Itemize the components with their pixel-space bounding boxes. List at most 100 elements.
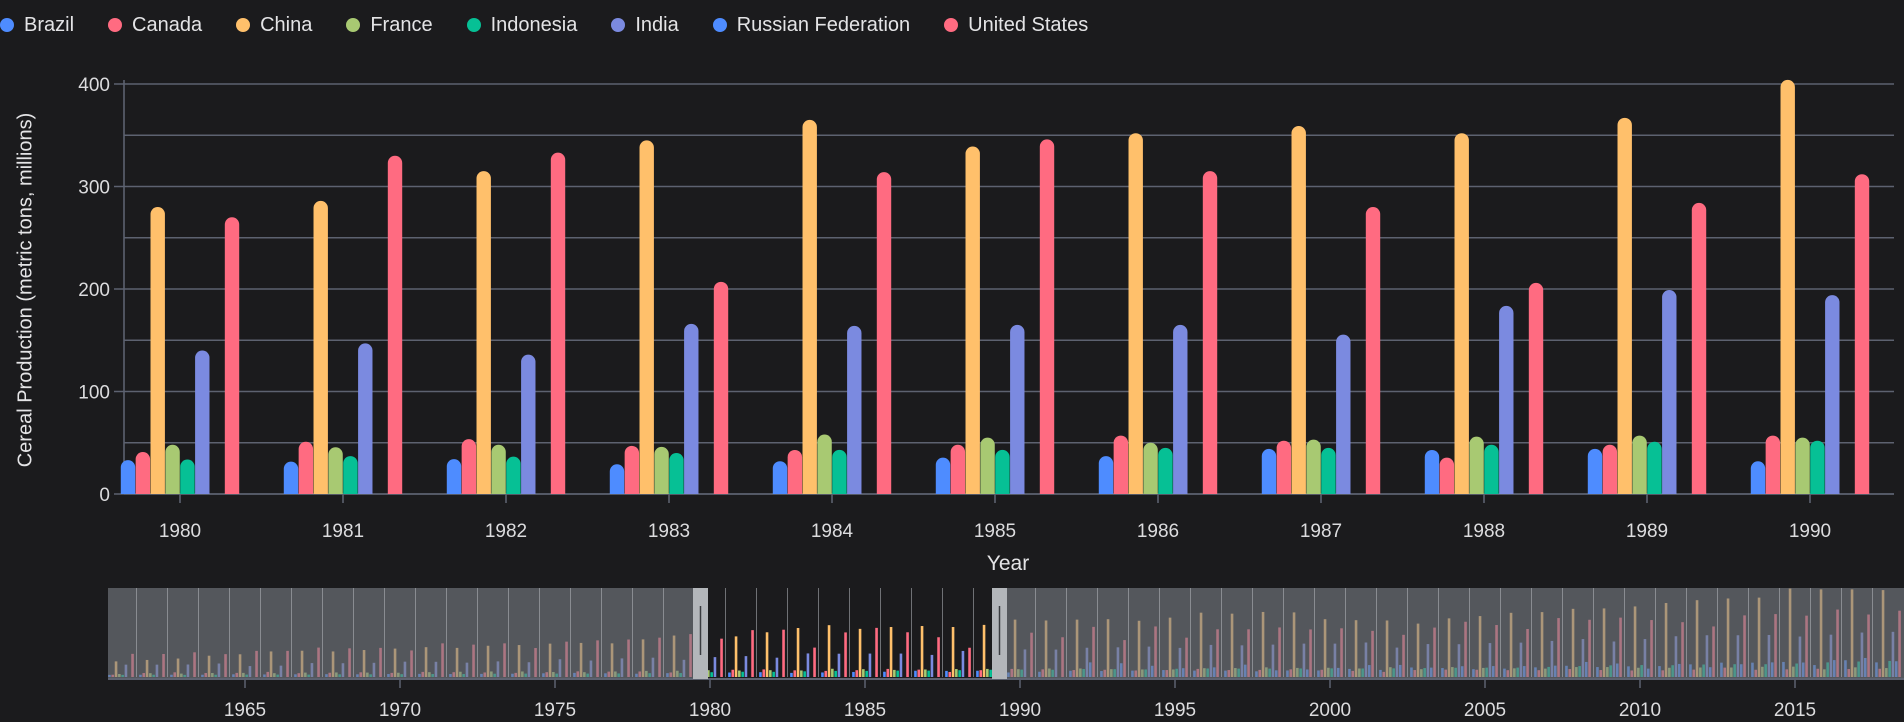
- navigator-bar: [968, 647, 971, 677]
- bar-india: [1662, 290, 1677, 494]
- legend-item[interactable]: United States: [944, 14, 1088, 37]
- navigator-bar: [710, 672, 713, 677]
- bar-brazil: [1750, 461, 1766, 494]
- bar-united-states: [224, 217, 240, 494]
- navigator-bar: [976, 670, 979, 677]
- navigator-bar: [889, 627, 893, 677]
- range-navigator[interactable]: 1965 1970 1975 1980 1985 1990 1995 2000 2005 2010…: [108, 588, 1904, 721]
- x-tick-label: 1987: [1300, 521, 1342, 542]
- bar-brazil: [935, 457, 951, 494]
- navigator-tick-label: 1970: [379, 700, 421, 721]
- navigator-bar: [827, 625, 831, 677]
- legend-dot-icon: [236, 18, 251, 32]
- x-axis-title: Year: [986, 552, 1030, 575]
- legend-dot-icon: [108, 18, 123, 32]
- navigator-bar: [728, 672, 731, 677]
- navigator-bar: [713, 657, 717, 677]
- bar-canada: [787, 449, 803, 494]
- legend-dot-icon: [611, 18, 626, 32]
- legend-item[interactable]: Indonesia: [466, 13, 578, 37]
- bar-united-states: [1365, 207, 1381, 494]
- bar-brazil: [1587, 448, 1603, 494]
- navigator-bar: [772, 671, 775, 677]
- bar-brazil: [1098, 456, 1114, 494]
- navigator-bar: [893, 669, 896, 677]
- navigator-bar: [862, 669, 865, 677]
- navigator-bar: [793, 670, 797, 677]
- navigator-bar: [920, 626, 924, 677]
- bar-france: [1632, 435, 1647, 494]
- navigator-mask-right: [1006, 588, 1904, 679]
- y-tick-label: 200: [78, 280, 110, 301]
- navigator-tick-label: 1980: [689, 700, 731, 721]
- legend-label: India: [635, 13, 679, 36]
- bar-france: [817, 434, 832, 494]
- bar-indonesia: [180, 459, 195, 494]
- bar-france: [491, 444, 506, 494]
- bar-canada: [298, 441, 314, 494]
- navigator-bar: [707, 670, 710, 677]
- legend-label: United States: [968, 13, 1089, 36]
- bar-china: [1291, 126, 1306, 494]
- navigator-tick-label: 2015: [1774, 700, 1816, 721]
- legend-label: Indonesia: [490, 13, 578, 36]
- navigator-bar: [852, 671, 855, 677]
- navigator-bar: [775, 657, 779, 677]
- legend-item[interactable]: India: [611, 13, 679, 37]
- bar-france: [1143, 442, 1158, 494]
- navigator-mask-left: [108, 588, 702, 679]
- navigator-bar: [958, 670, 961, 677]
- navigator-handle-right[interactable]: [992, 588, 1007, 679]
- legend-dot-icon: [712, 18, 727, 32]
- navigator-bar: [731, 669, 735, 677]
- bar-china: [313, 200, 328, 494]
- navigator-bar: [765, 632, 769, 677]
- legend-item[interactable]: China: [236, 14, 312, 37]
- bar-brazil: [120, 460, 136, 494]
- bar-canada: [950, 444, 966, 494]
- y-tick-label: 300: [78, 178, 110, 199]
- bar-china: [639, 140, 654, 494]
- chart-legend: Brazil Canada China France Indonesia India Rus…: [0, 12, 1088, 38]
- bar-india: [1010, 324, 1025, 494]
- navigator-bar: [961, 650, 965, 677]
- navigator-bar: [865, 670, 868, 677]
- legend-item[interactable]: Canada: [108, 14, 202, 37]
- navigator-bar: [844, 632, 847, 677]
- bar-india: [684, 323, 699, 494]
- bar-brazil: [283, 461, 299, 494]
- bar-indonesia: [995, 449, 1010, 494]
- navigator-bar: [834, 670, 837, 677]
- bar-india: [1825, 295, 1840, 494]
- navigator-bar: [875, 627, 878, 677]
- navigator-tick-label: 1965: [224, 700, 266, 721]
- navigator-bar: [906, 632, 909, 677]
- navigator-bar: [855, 670, 859, 677]
- bar-france: [654, 446, 669, 494]
- navigator-bar: [858, 628, 862, 677]
- bar-indonesia: [669, 452, 684, 494]
- legend-item[interactable]: Russian Federation: [712, 13, 911, 37]
- bar-china: [965, 146, 980, 494]
- legend-item[interactable]: Brazil: [0, 14, 74, 37]
- bar-united-states: [876, 172, 892, 495]
- navigator-bar: [982, 624, 986, 677]
- navigator-handle-left[interactable]: [693, 588, 708, 679]
- legend-dot-icon: [944, 18, 959, 32]
- navigator-bar: [720, 638, 723, 677]
- bar-brazil: [446, 459, 462, 494]
- legend-item[interactable]: France: [346, 14, 433, 37]
- navigator-bar: [899, 653, 903, 677]
- legend-label: Russian Federation: [736, 13, 911, 36]
- navigator-tick-label: 2005: [1464, 700, 1506, 721]
- navigator-bar: [759, 672, 762, 677]
- bar-brazil: [1261, 448, 1277, 494]
- bar-china: [1617, 117, 1632, 495]
- bar-canada: [461, 439, 477, 494]
- y-tick-label: 0: [99, 485, 110, 506]
- navigator-bar: [762, 669, 766, 677]
- navigator-bar: [951, 627, 955, 677]
- x-tick-label: 1980: [159, 521, 201, 542]
- legend-label: China: [260, 13, 313, 36]
